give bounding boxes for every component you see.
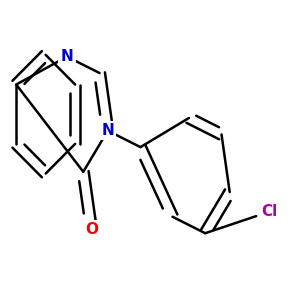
- Text: N: N: [101, 123, 114, 138]
- Text: O: O: [85, 222, 98, 237]
- Text: N: N: [61, 49, 73, 64]
- Text: Cl: Cl: [261, 204, 277, 219]
